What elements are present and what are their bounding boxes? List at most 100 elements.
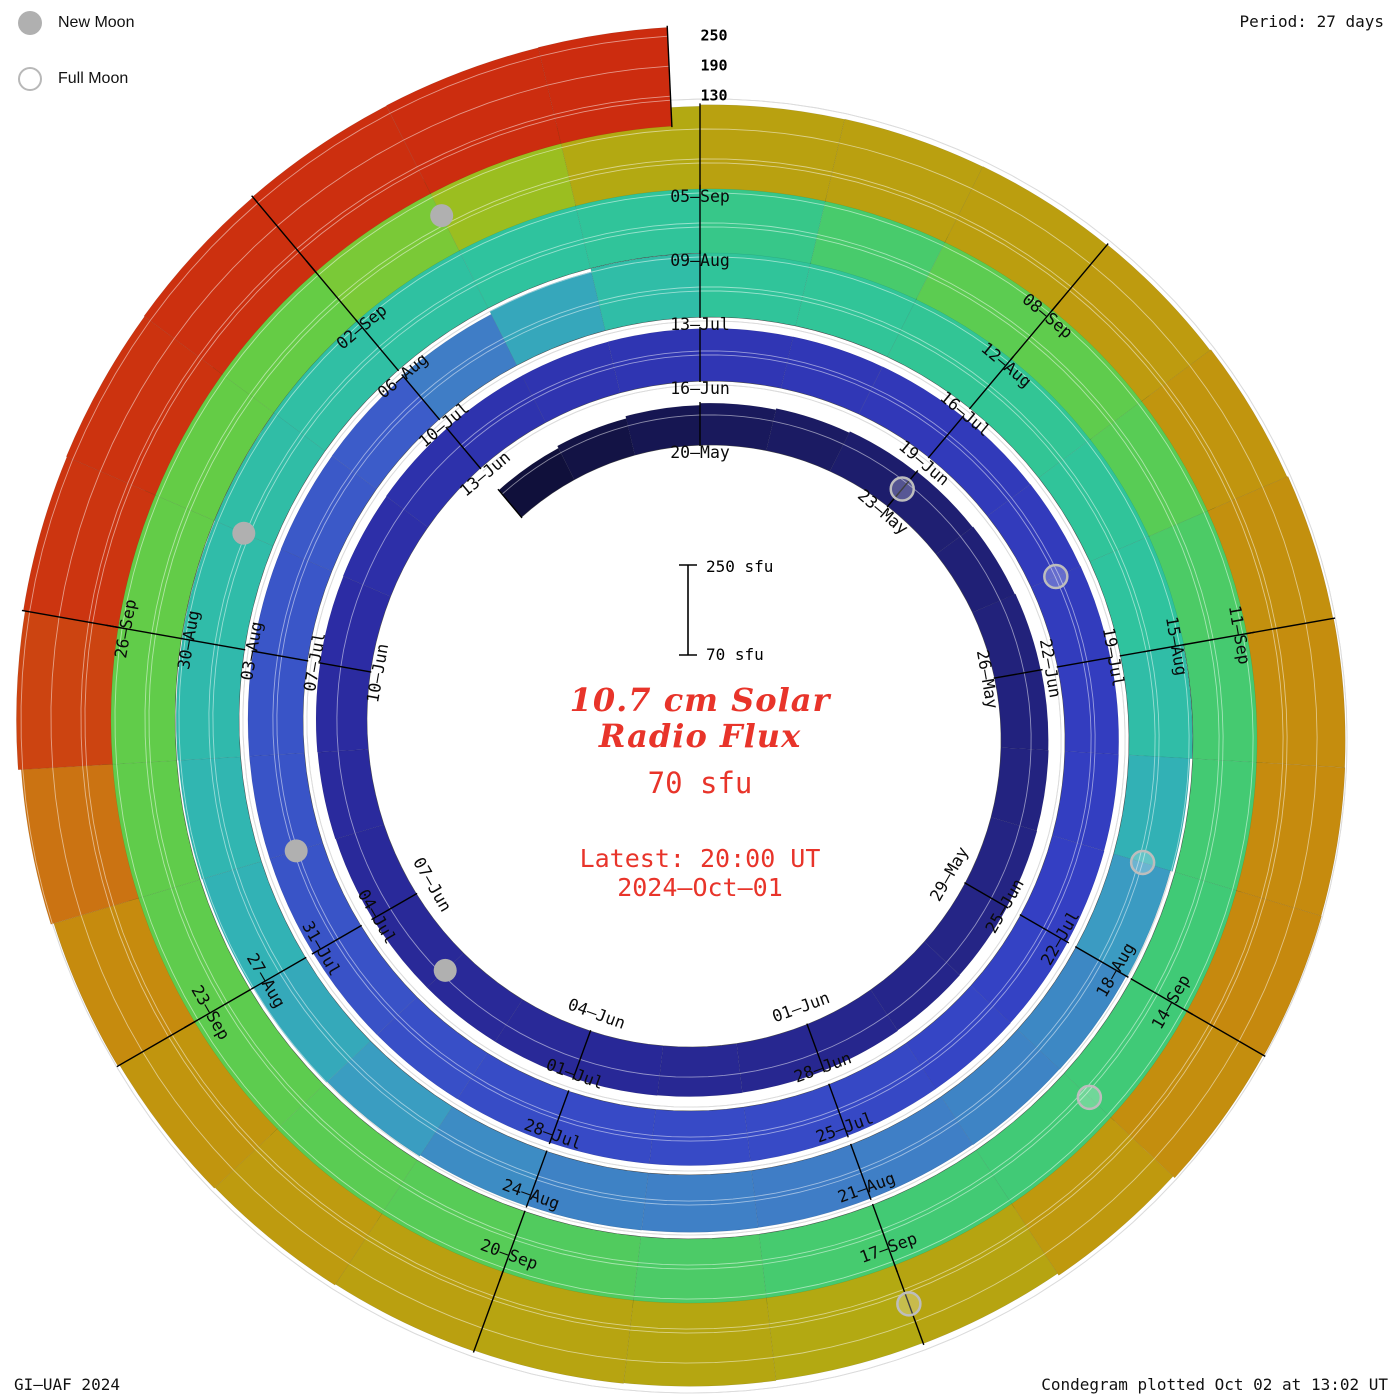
flux-segment	[641, 1170, 759, 1233]
date-tick	[572, 1030, 592, 1080]
flux-segment	[315, 662, 371, 753]
radial-scale-label: 130	[700, 87, 727, 105]
flux-segment	[1120, 644, 1193, 759]
chart-title-line1: 10.7 cm Solar	[569, 681, 831, 719]
new-moon-marker	[284, 839, 308, 863]
date-label: 16–Jun	[670, 379, 730, 398]
flux-segment	[1011, 1117, 1174, 1276]
flux-segment	[1052, 751, 1119, 852]
date-tick	[497, 488, 523, 519]
date-label: 05–Sep	[670, 187, 730, 206]
full-moon-marker	[1043, 563, 1069, 590]
flux-segment	[23, 456, 156, 628]
new-moon-marker	[433, 958, 457, 982]
flux-segment	[751, 1144, 871, 1228]
flux-segment	[317, 749, 385, 840]
date-tick	[1019, 914, 1070, 944]
flux-segment	[280, 455, 377, 572]
full-moon-marker	[1076, 1084, 1103, 1111]
flux-segment	[1017, 946, 1127, 1070]
date-tick	[1056, 656, 1113, 668]
plotted-timestamp: Condegram plotted Oct 02 at 13:02 UT	[1041, 1375, 1388, 1394]
flux-segment	[990, 747, 1049, 832]
new-moon-label: New Moon	[58, 14, 135, 31]
radial-scale-label: 250	[700, 27, 727, 45]
date-tick	[1119, 643, 1187, 657]
date-tick	[401, 373, 441, 421]
latest-observation: Latest: 20:00 UT 2024–Oct–01	[420, 844, 980, 902]
spiral-flux-gridline-overlay	[50, 65, 1318, 1364]
date-tick	[180, 637, 246, 651]
flux-segment	[20, 763, 139, 925]
latest-date: 2024–Oct–01	[617, 873, 783, 902]
flux-segment	[402, 313, 518, 420]
spiral-flux-gridline-overlay	[80, 95, 1288, 1334]
new-moon-icon	[18, 11, 42, 35]
flux-segment	[657, 1043, 743, 1097]
flux-segment	[928, 416, 1031, 517]
flux-segment	[1113, 754, 1191, 872]
new-moon-marker	[232, 521, 256, 545]
flux-scale-bottom-label: 70 sfu	[706, 645, 764, 664]
date-tick	[318, 662, 372, 673]
full-moon-label: Full Moon	[58, 70, 129, 87]
latest-time: Latest: 20:00 UT	[579, 844, 821, 873]
chart-title: 10.7 cm Solar Radio Flux	[420, 682, 980, 754]
date-tick	[445, 426, 482, 470]
flux-segment	[623, 1297, 777, 1387]
flux-segment	[994, 669, 1049, 751]
date-tick	[871, 1203, 898, 1273]
date-tick	[1130, 978, 1194, 1016]
date-tick	[993, 668, 1043, 679]
full-moon-icon	[18, 67, 42, 91]
date-tick	[251, 195, 317, 274]
date-label: 20–May	[670, 443, 730, 462]
legend-full-moon-row: Full Moon	[18, 64, 134, 94]
full-moon-marker	[889, 476, 915, 502]
date-tick	[250, 956, 307, 990]
date-label: 09–Aug	[670, 251, 730, 270]
flux-segment	[16, 610, 119, 770]
flux-segment	[736, 1024, 825, 1093]
flux-segment	[252, 549, 332, 662]
flux-segment	[252, 105, 431, 273]
flux-segment	[214, 1128, 383, 1286]
date-tick	[1182, 631, 1255, 646]
flux-segment	[766, 1264, 924, 1381]
date-tick	[548, 1090, 570, 1145]
flux-value-label: 70 sfu	[647, 766, 753, 800]
flux-segment	[941, 1029, 1060, 1146]
flux-scale-top-label: 250 sfu	[706, 557, 773, 576]
moon-legend: New Moon Full Moon	[18, 8, 134, 120]
center-annotation: 10.7 cm Solar Radio Flux 70 sfu Latest: …	[420, 682, 980, 902]
flux-segment	[386, 47, 562, 194]
flux-segment	[1141, 349, 1288, 512]
new-moon-marker	[430, 204, 454, 228]
full-moon-marker	[1129, 849, 1156, 876]
chart-title-line2: Radio Flux	[598, 717, 802, 755]
flux-segment	[498, 447, 575, 518]
date-tick	[1051, 243, 1109, 312]
date-tick	[666, 25, 673, 128]
date-tick	[968, 356, 1014, 410]
date-tick	[371, 892, 418, 921]
flux-segment	[1246, 618, 1346, 768]
date-tick	[311, 924, 363, 955]
date-tick	[498, 1210, 526, 1282]
date-tick	[525, 1150, 548, 1208]
radial-scale-label: 190	[700, 57, 727, 75]
flux-segment	[335, 1213, 504, 1352]
date-tick	[1185, 1010, 1266, 1057]
date-tick	[472, 1270, 504, 1353]
date-tick	[116, 1020, 196, 1068]
date-tick	[886, 469, 919, 508]
date-tick	[251, 650, 309, 662]
date-tick	[184, 988, 252, 1029]
flux-segment	[178, 756, 262, 880]
date-tick	[355, 319, 400, 372]
date-label: 13–Jul	[670, 315, 730, 334]
date-tick	[806, 1023, 826, 1073]
flux-segment	[537, 27, 673, 144]
